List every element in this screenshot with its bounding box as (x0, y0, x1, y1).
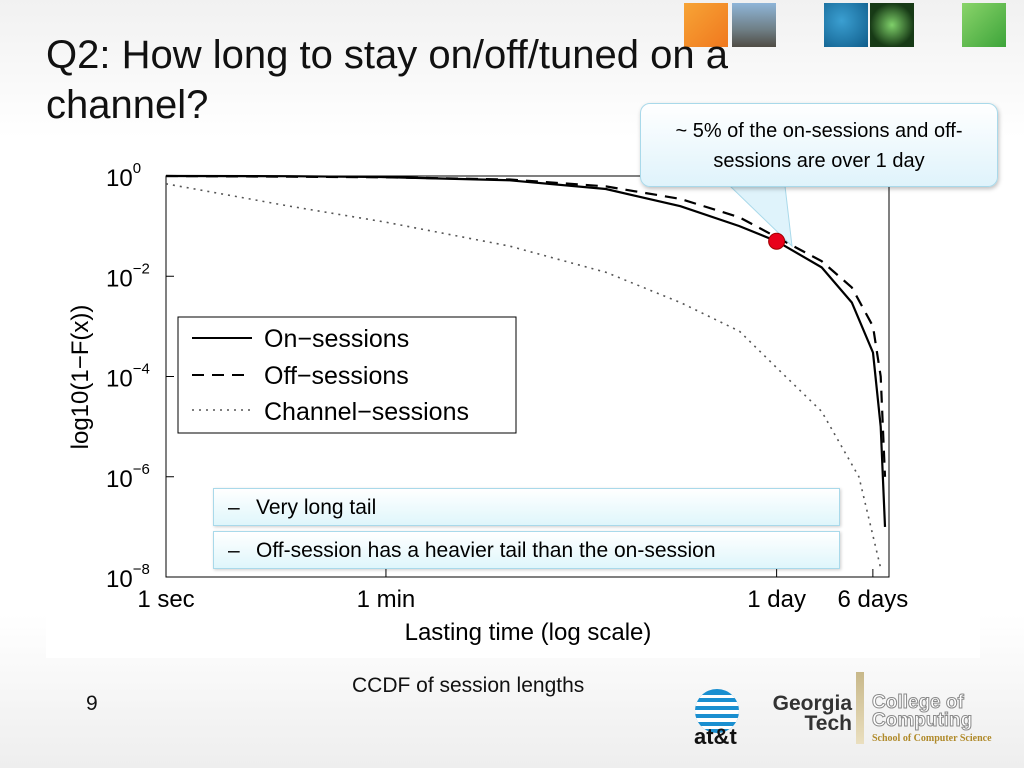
ccdf-chart-svg: 100 10−2 10−4 10−6 10−8 1 sec 1 min 1 day 6 day… (67, 160, 908, 646)
callout-box: ~ 5% of the on-sessions and off-sessions… (640, 103, 998, 187)
legend-label-channel-sessions: Channel−sessions (264, 398, 469, 426)
y-tick-label: 10−6 (106, 461, 150, 493)
header-tile-blue (824, 3, 868, 47)
header-photo-network (870, 3, 914, 47)
bullet-dash: – (228, 496, 240, 519)
bullet-text: Very long tail (256, 496, 377, 519)
slide-title: Q2: How long to stay on/off/tuned on a c… (46, 33, 728, 127)
y-tick-label: 10−8 (106, 561, 150, 593)
ccdf-chart: 100 10−2 10−4 10−6 10−8 1 sec 1 min 1 day 6 day… (46, 152, 980, 658)
gt-line1: Georgia (772, 692, 852, 715)
y-tick-label: 10−4 (106, 361, 150, 393)
bullet-box-1: – Very long tail (213, 488, 840, 526)
college-of-computing-logo: College of Computing (871, 692, 973, 731)
bullet-box-2: – Off-session has a heavier tail than the… (213, 531, 840, 569)
y-axis-label: log10(1−F(x)) (67, 305, 94, 450)
georgia-tech-logo: Georgia Tech (764, 692, 852, 735)
bullet-dash: – (228, 539, 240, 562)
x-tick-label: 1 min (357, 586, 416, 613)
bullet-text: Off-session has a heavier tail than the … (256, 539, 716, 562)
series-line-dotted (165, 183, 882, 569)
x-tick-label: 1 sec (137, 586, 194, 613)
figure-caption: CCDF of session lengths (352, 674, 585, 697)
page-number: 9 (86, 692, 98, 715)
school-of-cs-text: School of Computer Science (872, 733, 992, 744)
x-tick-label: 1 day (747, 586, 806, 613)
legend-label-on-sessions: On−sessions (264, 325, 409, 353)
legend-label-off-sessions: Off−sessions (264, 362, 409, 390)
x-axis-label: Lasting time (log scale) (405, 619, 652, 646)
header-tile-orange (684, 3, 728, 47)
coc-line2: Computing (871, 710, 973, 731)
header-photo-building (732, 3, 776, 47)
x-tick-label: 6 days (838, 586, 909, 613)
coc-line1: College of (871, 692, 964, 713)
chart-legend: On−sessions Off−sessions Channel−session… (177, 316, 517, 434)
y-axis-ticks: 100 10−2 10−4 10−6 10−8 (106, 160, 174, 593)
att-globe-icon (695, 689, 739, 733)
header-tile-green (962, 3, 1006, 47)
gt-divider-bar (856, 672, 864, 744)
y-tick-label: 100 (106, 160, 141, 192)
gt-line2: Tech (804, 712, 852, 735)
att-logo-text: at&t (694, 724, 737, 749)
y-tick-label: 10−2 (106, 260, 150, 292)
x-axis-ticks: 1 sec 1 min 1 day 6 days (137, 569, 908, 613)
